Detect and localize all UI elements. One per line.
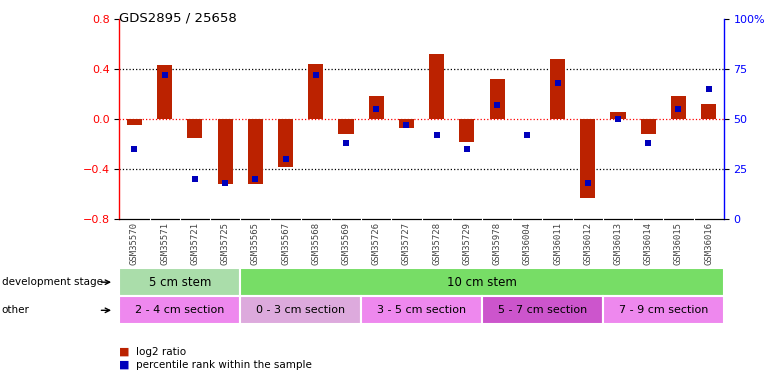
Bar <box>429 54 444 119</box>
Bar <box>611 111 625 119</box>
Text: other: other <box>2 305 29 315</box>
Bar <box>240 268 724 296</box>
Text: 3 - 5 cm section: 3 - 5 cm section <box>377 305 466 315</box>
Text: 10 cm stem: 10 cm stem <box>447 276 517 289</box>
Text: log2 ratio: log2 ratio <box>136 347 186 357</box>
Bar <box>248 119 263 184</box>
Text: 7 - 9 cm section: 7 - 9 cm section <box>618 305 708 315</box>
Bar <box>641 119 656 134</box>
Bar <box>157 65 172 119</box>
Bar <box>460 119 474 142</box>
Bar <box>399 119 414 128</box>
Bar <box>482 296 603 324</box>
Bar <box>278 119 293 167</box>
Bar <box>361 296 482 324</box>
Text: 5 - 7 cm section: 5 - 7 cm section <box>498 305 587 315</box>
Bar <box>339 119 353 134</box>
Bar <box>119 268 240 296</box>
Bar <box>581 119 595 198</box>
Text: 5 cm stem: 5 cm stem <box>149 276 211 289</box>
Text: ■: ■ <box>119 347 130 357</box>
Bar <box>490 79 504 119</box>
Text: GDS2895 / 25658: GDS2895 / 25658 <box>119 11 237 24</box>
Text: development stage: development stage <box>2 277 102 287</box>
Bar <box>119 296 240 324</box>
Bar <box>603 296 724 324</box>
Text: 2 - 4 cm section: 2 - 4 cm section <box>135 305 225 315</box>
Bar <box>701 104 716 119</box>
Bar <box>187 119 203 138</box>
Bar <box>308 64 323 119</box>
Bar <box>671 96 686 119</box>
Bar <box>127 119 142 125</box>
Bar <box>550 59 565 119</box>
Bar <box>218 119 233 184</box>
Bar <box>369 96 383 119</box>
Text: ■: ■ <box>119 360 130 370</box>
Text: 0 - 3 cm section: 0 - 3 cm section <box>256 305 345 315</box>
Bar <box>240 296 361 324</box>
Text: percentile rank within the sample: percentile rank within the sample <box>136 360 312 370</box>
